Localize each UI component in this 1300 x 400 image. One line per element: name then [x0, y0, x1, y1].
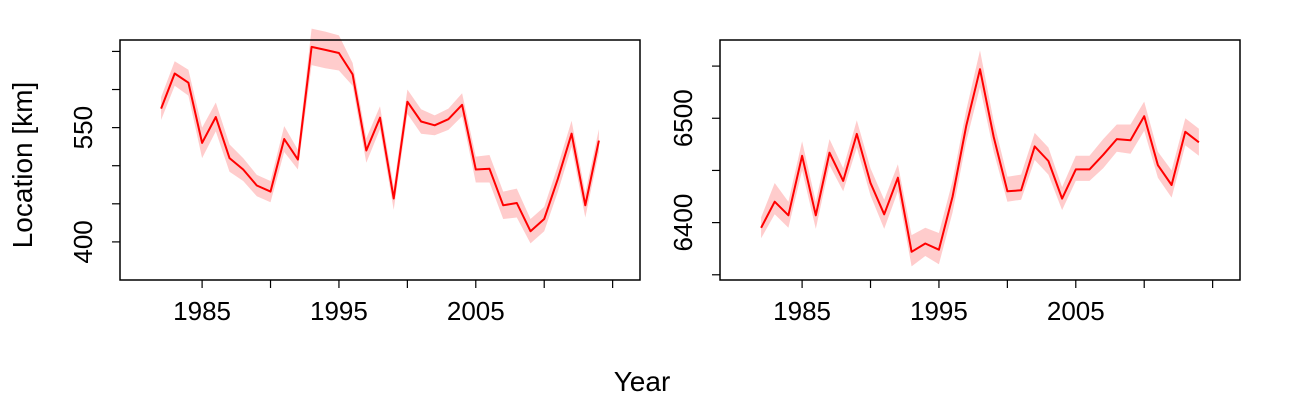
x-axis-title: Year: [614, 366, 671, 397]
right-data-point: [1196, 140, 1201, 145]
left-plot-frame: [119, 39, 641, 281]
right-data-point: [950, 194, 955, 199]
left-y-tick-label: 400: [68, 220, 98, 263]
left-data-point: [186, 80, 191, 85]
left-data-point: [364, 148, 369, 153]
left-confidence-band: [161, 28, 599, 244]
y-axis-title: Location [km]: [7, 82, 38, 249]
right-data-point: [854, 131, 859, 136]
left-data-point: [514, 201, 519, 206]
right-x-tick-label: 2005: [1047, 296, 1105, 326]
left-data-point: [282, 137, 287, 142]
right-data-point: [868, 181, 873, 186]
left-series-line: [160, 45, 600, 233]
left-data-point: [200, 140, 205, 145]
left-data-point: [501, 203, 506, 208]
right-data-point: [1046, 159, 1051, 164]
left-y-tick-label: 550: [68, 106, 98, 149]
right-data-point: [895, 175, 900, 180]
right-data-point: [882, 212, 887, 217]
right-y-tick-label: 6400: [668, 194, 698, 252]
right-data-point: [1060, 196, 1065, 201]
right-data-point: [813, 213, 818, 218]
left-data-point: [213, 115, 218, 120]
right-data-point: [1142, 114, 1147, 119]
left-data-point: [432, 123, 437, 128]
left-data-point: [460, 102, 465, 107]
left-x-tick-label: 1985: [173, 296, 231, 326]
right-data-point: [978, 67, 983, 72]
right-data-point: [1128, 138, 1133, 143]
left-data-point: [596, 138, 601, 143]
right-data-point: [1019, 188, 1024, 193]
right-x-tick-label: 1985: [773, 296, 831, 326]
left-data-point: [555, 176, 560, 181]
left-data-point: [542, 217, 547, 222]
right-x-tick-label: 1995: [910, 296, 968, 326]
left-data-point: [309, 44, 314, 49]
left-x-tick-label: 1995: [310, 296, 368, 326]
left-data-point: [336, 51, 341, 56]
left-data-point: [473, 167, 478, 172]
right-series-line: [760, 68, 1200, 253]
right-data-point: [786, 213, 791, 218]
right-panel: 1985 1995 2005 6400 6500: [668, 39, 1241, 326]
left-data-point: [405, 99, 410, 104]
right-data-point: [1114, 137, 1119, 142]
left-data-point: [569, 131, 574, 136]
left-data-point: [487, 166, 492, 171]
right-data-point: [759, 225, 764, 230]
left-data-point: [241, 167, 246, 172]
left-data-point: [419, 119, 424, 124]
right-data-point: [841, 178, 846, 183]
left-x-tick-label: 2005: [447, 296, 505, 326]
left-data-point: [528, 229, 533, 234]
right-data-point: [827, 150, 832, 155]
left-data-point: [268, 189, 273, 194]
right-data-point: [1073, 167, 1078, 172]
right-data-point: [772, 199, 777, 204]
right-data-point: [1101, 152, 1106, 157]
right-data-point: [909, 249, 914, 254]
left-data-point: [391, 196, 396, 201]
right-data-point: [1155, 163, 1160, 168]
left-data-point: [159, 106, 164, 111]
right-plot-frame: [719, 39, 1241, 281]
right-data-point: [1169, 183, 1174, 188]
right-data-point: [1183, 129, 1188, 134]
right-data-point: [964, 123, 969, 128]
left-panel: 1985 1995 2005 400 550: [68, 28, 641, 326]
left-data-point: [227, 156, 232, 161]
right-data-point: [1087, 167, 1092, 172]
left-data-point: [350, 72, 355, 77]
right-data-point: [923, 241, 928, 246]
right-y-tick-label: 6500: [668, 89, 698, 147]
left-data-point: [172, 71, 177, 76]
left-data-point: [446, 117, 451, 122]
right-data-point: [800, 153, 805, 158]
right-data-point: [1005, 189, 1010, 194]
right-data-point: [936, 247, 941, 252]
left-data-point: [295, 157, 300, 162]
left-data-point: [323, 47, 328, 52]
right-confidence-band: [761, 50, 1199, 267]
left-data-point: [378, 115, 383, 120]
left-data-point: [254, 183, 259, 188]
right-data-point: [991, 135, 996, 140]
right-data-point: [1032, 144, 1037, 149]
left-data-point: [583, 203, 588, 208]
